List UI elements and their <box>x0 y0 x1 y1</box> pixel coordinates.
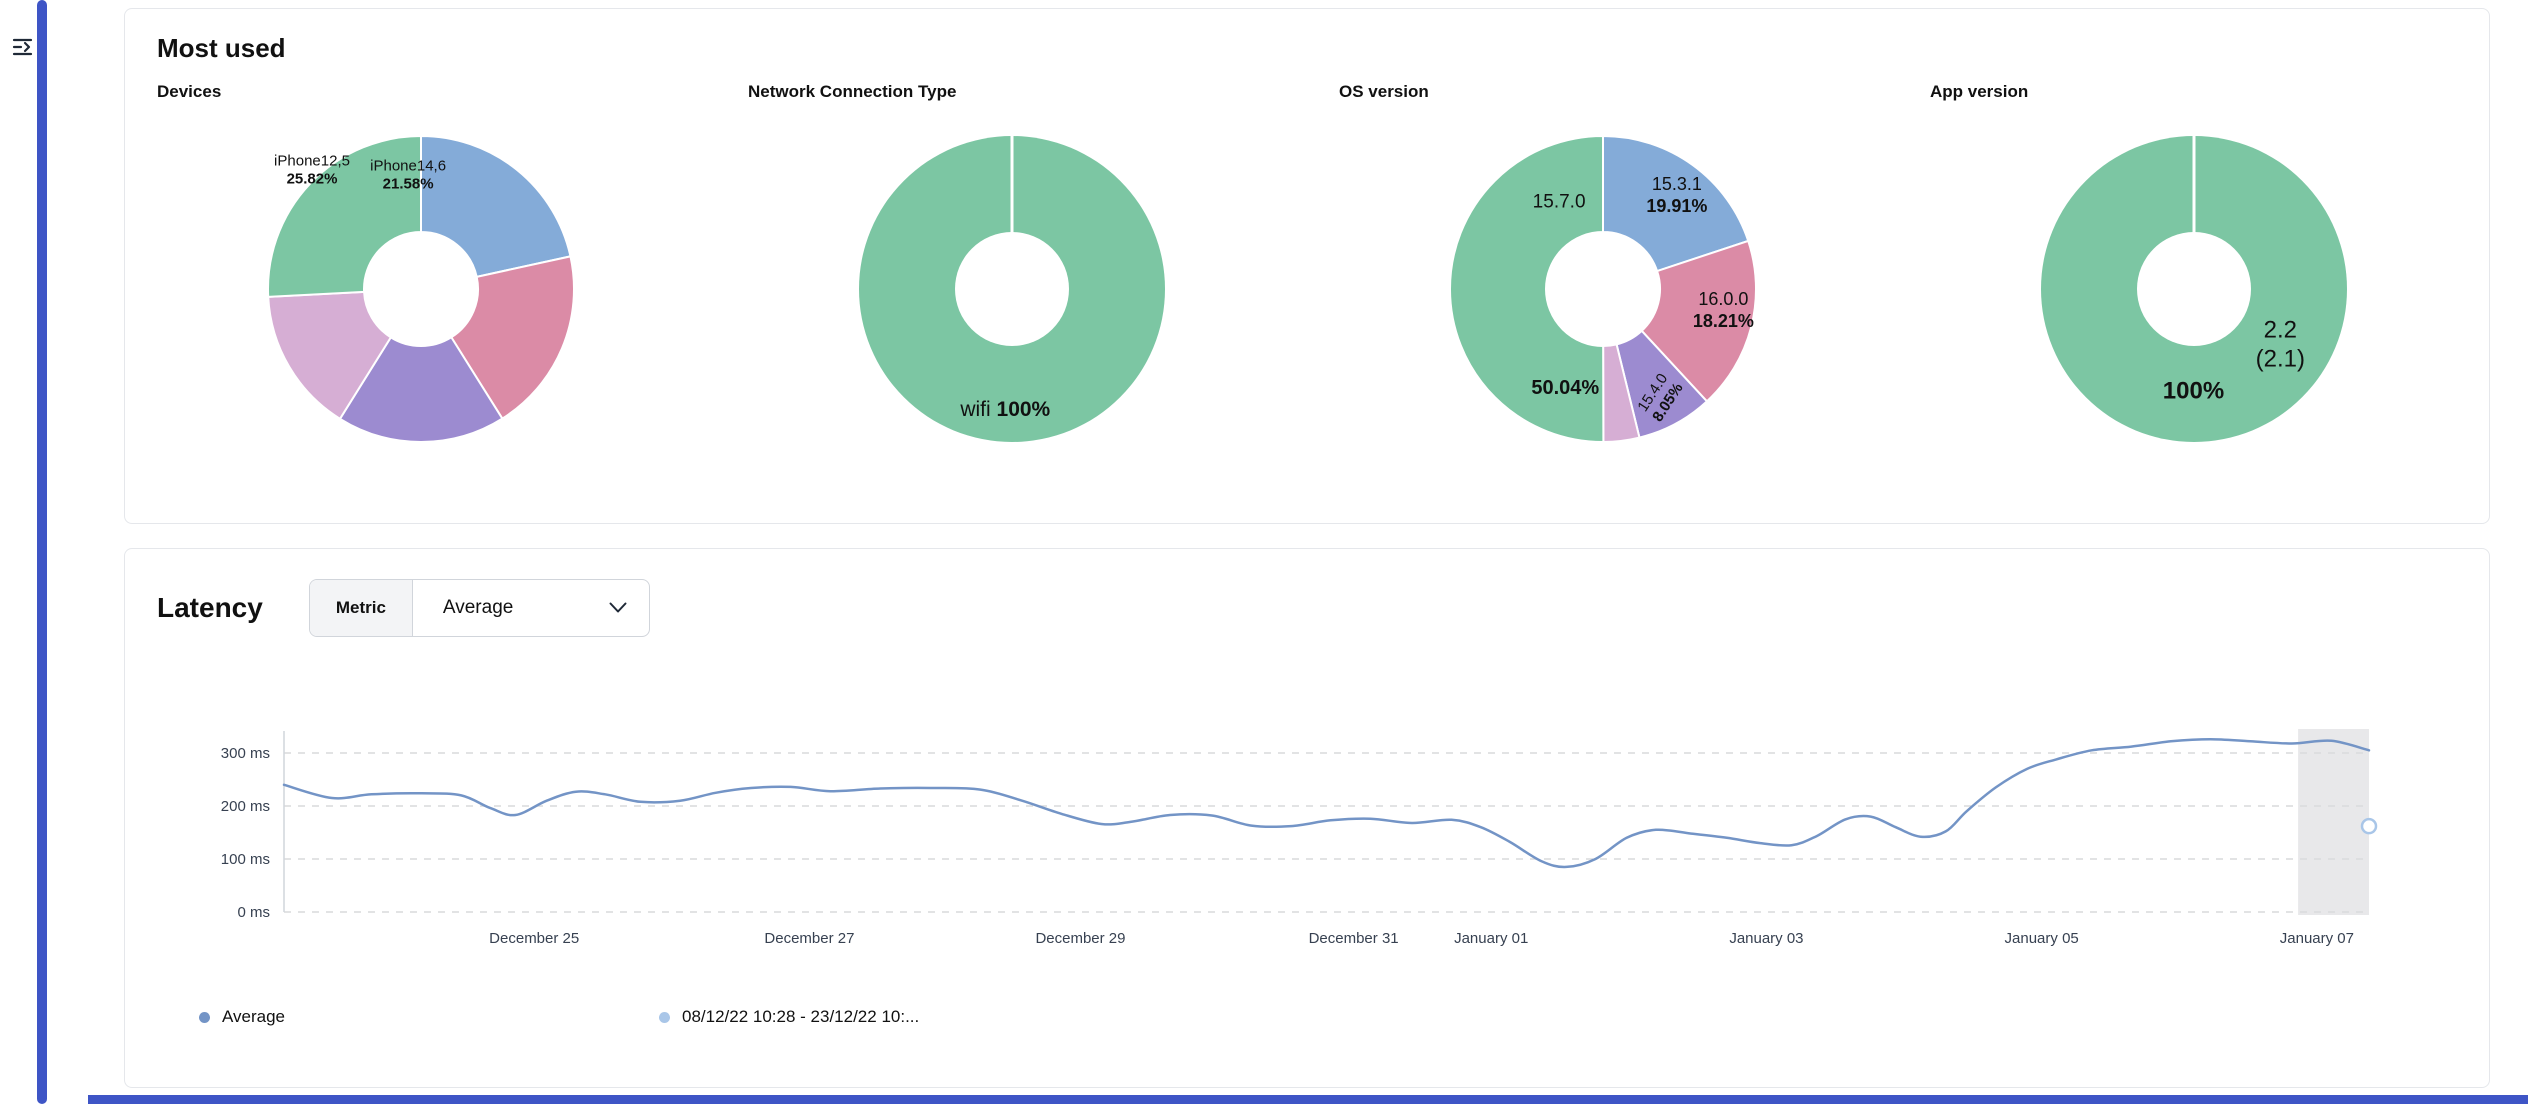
donut-label: wifi 100% <box>960 398 1051 422</box>
x-tick-label: January 01 <box>1454 930 1528 947</box>
donut-chart-title: OS version <box>1339 82 1429 101</box>
latency-header: Latency Metric Average <box>125 549 2489 637</box>
legend-item[interactable]: 08/12/22 10:28 - 23/12/22 10:... <box>659 1007 919 1027</box>
donut-chart-network-connection-type: Network Connection Type wifi 100% <box>716 70 1307 444</box>
latency-chart-svg: 0 ms 100 ms 200 ms 300 ms December 25 Decembe… <box>221 729 2378 947</box>
legend-dot-icon <box>199 1011 210 1023</box>
legend-dot-icon <box>659 1011 670 1023</box>
donut-svg <box>858 136 1165 442</box>
donut-chart-title: Network Connection Type <box>748 82 957 101</box>
latency-legend: Average 08/12/22 10:28 - 23/12/22 10:... <box>125 995 2489 1039</box>
donut-chart-title: App version <box>1930 82 2029 101</box>
comparison-endpoint-marker[interactable] <box>2360 817 2378 835</box>
donut: 2.2 (2.1) 100% <box>2039 134 2349 444</box>
latency-card: Latency Metric Average 0 ms 100 ms 200 ms 3… <box>124 548 2490 1088</box>
donut-label: iPhone12,5 25.82% <box>274 152 350 189</box>
donut-chart-os-version: OS version 15.7.0 15.3.1 19.91% 16.0.0 18.21%… <box>1307 70 1898 444</box>
horizontal-scrollbar[interactable] <box>88 1095 2528 1104</box>
donut-label: 100% <box>2162 377 2225 405</box>
donut-slice[interactable] <box>266 290 392 421</box>
y-tick-label: 200 ms <box>221 798 270 815</box>
latency-title: Latency <box>157 592 263 623</box>
donut-label: 15.3.1 19.91% <box>1646 174 1708 216</box>
latency-line <box>282 737 2371 869</box>
sidebar-expand-button[interactable] <box>8 32 38 62</box>
donut: 15.7.0 15.3.1 19.91% 16.0.0 18.21% 15.4.0 8.05… <box>1448 134 1758 444</box>
donut: iPhone12,5 25.82% iPhone14,6 21.58% <box>266 134 576 444</box>
donut-label: 15.7.0 <box>1532 191 1586 213</box>
donut-chart-devices: Devices iPhone12,5 25.82% iPhone14,6 21.58% <box>125 70 716 444</box>
donut-label: 50.04% <box>1531 376 1600 399</box>
donut-slice[interactable] <box>419 134 572 279</box>
donut-svg <box>1448 134 1757 444</box>
donut: wifi 100% <box>857 134 1167 444</box>
donut-chart-title: Devices <box>157 82 222 101</box>
donut-slice[interactable] <box>338 335 504 443</box>
donut-slice[interactable] <box>1601 134 1750 273</box>
donut-slice[interactable] <box>266 134 422 298</box>
legend-label: Average <box>222 1007 286 1026</box>
x-tick-label: December 27 <box>764 930 854 947</box>
donut-slice[interactable] <box>449 255 575 420</box>
donut-hole <box>2136 232 2251 346</box>
donut-label: 2.2 (2.1) <box>2255 316 2305 373</box>
donut-charts-row: Devices iPhone12,5 25.82% iPhone14,6 21.58% N… <box>125 70 2489 444</box>
chevron-down-icon <box>609 580 649 636</box>
legend-item[interactable]: Average <box>199 1007 285 1027</box>
x-tick-label: January 07 <box>2280 930 2354 947</box>
donut-hole <box>954 232 1069 346</box>
y-tick-label: 0 ms <box>237 904 270 921</box>
x-tick-label: December 31 <box>1309 930 1399 947</box>
latency-line-chart: 0 ms 100 ms 200 ms 300 ms December 25 Decembe… <box>125 729 2489 967</box>
x-tick-label: December 29 <box>1035 930 1125 947</box>
x-tick-label: January 05 <box>2005 930 2079 947</box>
sidebar-expand-icon <box>12 38 33 56</box>
dashboard-content: Most used Devices iPhone12,5 25.82% iPhone1… <box>124 0 2490 1088</box>
donut-svg <box>2040 136 2347 442</box>
selection-band <box>2298 729 2369 915</box>
donut-label: 16.0.0 18.21% <box>1692 288 1754 331</box>
y-tick-label: 300 ms <box>221 745 270 762</box>
metric-select[interactable]: Metric Average <box>308 579 650 637</box>
most-used-title: Most used <box>157 33 286 63</box>
donut-svg <box>266 134 575 443</box>
donut-label: iPhone14,6 21.58% <box>370 157 447 193</box>
most-used-card: Most used Devices iPhone12,5 25.82% iPhone1… <box>124 8 2490 524</box>
vertical-scrollbar[interactable] <box>37 0 47 1104</box>
metric-select-value: Average <box>442 597 514 618</box>
x-tick-label: December 25 <box>489 930 579 947</box>
y-tick-label: 100 ms <box>221 851 270 868</box>
metric-select-label: Metric <box>309 580 413 636</box>
donut-slice[interactable] <box>1448 134 1604 444</box>
x-tick-label: January 03 <box>1729 930 1803 947</box>
donut-chart-app-version: App version 2.2 (2.1) 100% <box>1898 70 2489 444</box>
legend-label: 08/12/22 10:28 - 23/12/22 10:... <box>682 1007 920 1026</box>
